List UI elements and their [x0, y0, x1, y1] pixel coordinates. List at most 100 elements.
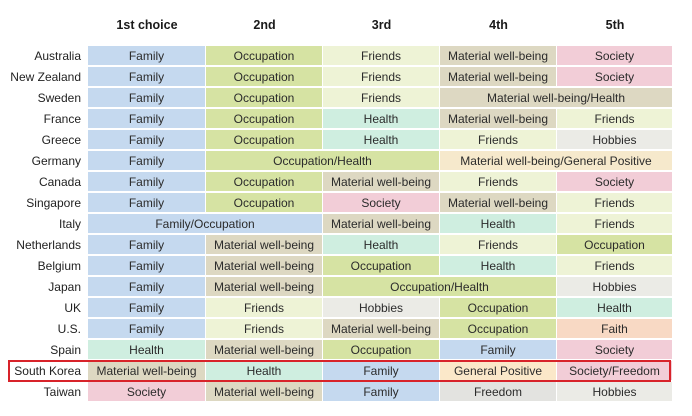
table-cell: Material well-being — [206, 382, 323, 402]
table-cell: Society — [557, 340, 673, 360]
table-cell: Hobbies — [557, 382, 673, 402]
table-cell: Society/Freedom — [557, 361, 673, 381]
country-label: Taiwan — [43, 385, 81, 399]
table-cell: Occupation — [440, 319, 557, 339]
country-label: Australia — [34, 49, 81, 63]
country-label: South Korea — [14, 364, 81, 378]
table-cell: Friends — [557, 256, 673, 276]
column-header-1: 1st choice — [116, 18, 178, 32]
table-cell: Society — [557, 67, 673, 87]
table-cell: Material well-being — [206, 256, 323, 276]
table-cell: Family — [88, 151, 206, 171]
table-cell: Faith — [557, 319, 673, 339]
table-cell: Occupation — [206, 88, 323, 108]
column-header-5: 5th — [605, 18, 625, 32]
table-cell: Material well-being — [206, 340, 323, 360]
table-cell: Society — [557, 172, 673, 192]
table-cell: Occupation — [440, 298, 557, 318]
country-label: U.S. — [57, 322, 81, 336]
table-cell: Family — [323, 382, 440, 402]
table-cell: Material well-being/Health — [440, 88, 673, 108]
table-cell: Friends — [206, 319, 323, 339]
table-cell: Family — [88, 256, 206, 276]
table-cell: Freedom — [440, 382, 557, 402]
table-cell: Occupation — [323, 256, 440, 276]
table-cell: Material well-being — [323, 319, 440, 339]
table-cell: Society — [323, 193, 440, 213]
table-cell: Friends — [440, 235, 557, 255]
table-cell: Friends — [206, 298, 323, 318]
table-cell: Material well-being — [440, 193, 557, 213]
table-cell: Health — [323, 130, 440, 150]
table-cell: Material well-being — [440, 67, 557, 87]
table-cell: Family — [88, 298, 206, 318]
column-header-2: 2nd — [253, 18, 276, 32]
country-label: France — [43, 112, 81, 126]
table-cell: Health — [440, 214, 557, 234]
country-label: Canada — [38, 175, 81, 189]
table-cell: Family — [440, 340, 557, 360]
column-header-3: 3rd — [371, 18, 392, 32]
table-cell: Friends — [557, 193, 673, 213]
table-cell: Health — [323, 109, 440, 129]
table-cell: Occupation — [206, 193, 323, 213]
table-cell: Material well-being — [323, 172, 440, 192]
table-cell: Friends — [323, 88, 440, 108]
country-label: New Zealand — [10, 70, 81, 84]
table-cell: Friends — [323, 46, 440, 66]
country-label: UK — [64, 301, 81, 315]
table-cell: Society — [557, 46, 673, 66]
table-cell: Hobbies — [323, 298, 440, 318]
table-cell: Occupation — [206, 130, 323, 150]
table-cell: Hobbies — [557, 277, 673, 297]
country-label: Singapore — [26, 196, 81, 210]
table-cell: Health — [440, 256, 557, 276]
country-label: Italy — [58, 217, 81, 231]
table-cell: Family — [88, 67, 206, 87]
table-cell: Health — [557, 298, 673, 318]
table-cell: Family — [88, 46, 206, 66]
table-cell: Family/Occupation — [88, 214, 323, 234]
table-cell: Occupation/Health — [206, 151, 440, 171]
table-cell: Material well-being — [440, 109, 557, 129]
table-cell: Material well-being — [88, 361, 206, 381]
table-cell: Occupation — [206, 46, 323, 66]
table-cell: Family — [88, 109, 206, 129]
country-label: Sweden — [37, 91, 81, 105]
table-cell: Occupation — [206, 109, 323, 129]
country-label: Greece — [41, 133, 81, 147]
table-cell: Friends — [557, 214, 673, 234]
table-cell: Occupation — [323, 340, 440, 360]
table-cell: Friends — [440, 172, 557, 192]
table-cell: Family — [88, 130, 206, 150]
table-cell: Family — [323, 361, 440, 381]
table-cell: Material well-being — [206, 277, 323, 297]
column-header-4: 4th — [489, 18, 508, 32]
table-cell: Occupation — [206, 67, 323, 87]
country-label: Spain — [50, 343, 81, 357]
table-cell: Hobbies — [557, 130, 673, 150]
table-cell: Friends — [323, 67, 440, 87]
table-cell: Family — [88, 172, 206, 192]
table-cell: Society — [88, 382, 206, 402]
table-cell: Friends — [440, 130, 557, 150]
table-cell: Friends — [557, 109, 673, 129]
table-cell: Family — [88, 319, 206, 339]
table-cell: Health — [88, 340, 206, 360]
table-cell: Family — [88, 235, 206, 255]
table-cell: Material well-being — [440, 46, 557, 66]
table-cell: Material well-being — [206, 235, 323, 255]
table-cell: Family — [88, 277, 206, 297]
country-label: Netherlands — [16, 238, 81, 252]
country-label: Japan — [48, 280, 81, 294]
table-cell: Family — [88, 88, 206, 108]
table-cell: Occupation — [557, 235, 673, 255]
country-label: Germany — [31, 154, 81, 168]
table-cell: Occupation — [206, 172, 323, 192]
table-cell: Material well-being — [323, 214, 440, 234]
table-cell: Occupation/Health — [323, 277, 557, 297]
country-label: Belgium — [37, 259, 81, 273]
table-cell: Health — [323, 235, 440, 255]
table-cell: Health — [206, 361, 323, 381]
